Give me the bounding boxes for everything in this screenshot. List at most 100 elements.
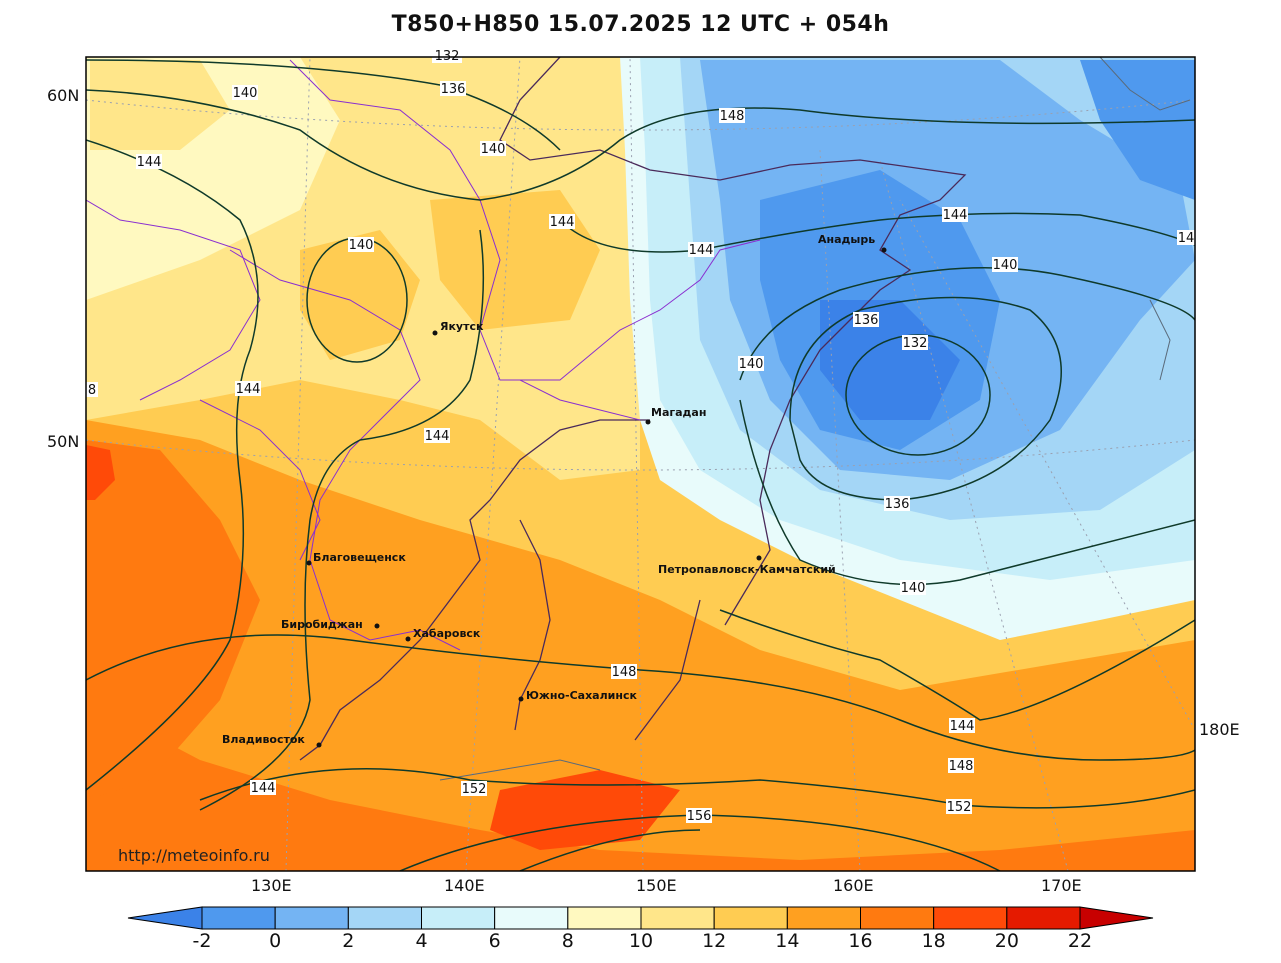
contour-label: 152 (946, 799, 972, 815)
contour-label: 156 (686, 808, 712, 824)
lon-label-180e: 180E (1199, 720, 1240, 739)
colorbar-swatch (1006, 906, 1081, 930)
svg-text:136: 136 (441, 82, 466, 97)
svg-text:Магадан: Магадан (651, 406, 706, 419)
colorbar-swatch (274, 906, 349, 930)
contour-label: 144 (549, 214, 575, 230)
height-contours (86, 59, 1195, 871)
svg-text:136: 136 (854, 313, 879, 328)
contour-label: 8 (86, 382, 98, 398)
svg-text:144: 144 (236, 382, 261, 397)
temperature-field (86, 57, 1195, 871)
colorbar-swatch (640, 906, 715, 930)
svg-text:152: 152 (462, 782, 487, 797)
contour-label: 140 (900, 580, 926, 596)
contour-label: 140 (232, 85, 258, 101)
contour-label: 144 (688, 242, 714, 258)
contour-label: 144 (136, 154, 162, 170)
colorbar-swatch (860, 906, 935, 930)
contour-label: 140 (480, 141, 506, 157)
contour-label: 132 (902, 335, 928, 351)
city-yuzhno: Южно-Сахалинск (518, 689, 637, 702)
lon-label-140e: 140E (444, 876, 485, 895)
contour-label: 14 (1177, 230, 1195, 246)
city-yakutsk: Якутск (432, 320, 484, 336)
city-markers: Якутск Магадан Анадырь Благовещенск Биро… (222, 233, 887, 748)
contour-label: 144 (424, 428, 450, 444)
city-petropavlovsk: Петропавловск-Камчатский (658, 555, 836, 576)
svg-text:144: 144 (550, 215, 575, 230)
svg-text:Анадырь: Анадырь (818, 233, 875, 246)
lat-label-50n: 50N (47, 432, 80, 451)
lat-label-60n: 60N (47, 86, 80, 105)
svg-text:148: 148 (949, 759, 974, 774)
contour-label: 136 (884, 496, 910, 512)
svg-text:148: 148 (612, 665, 637, 680)
map-title: T850+H850 15.07.2025 12 UTC + 054h (391, 12, 890, 37)
contour-label: 140 (738, 356, 764, 372)
svg-text:8: 8 (88, 383, 96, 398)
svg-text:Благовещенск: Благовещенск (313, 551, 406, 564)
colorbar-swatch (347, 906, 423, 930)
map-frame (85, 56, 1196, 872)
svg-text:Южно-Сахалинск: Южно-Сахалинск (526, 689, 637, 702)
svg-text:Якутск: Якутск (440, 320, 484, 333)
svg-text:156: 156 (687, 809, 712, 824)
lon-label-130e: 130E (251, 876, 292, 895)
colorbar-tick-label: 4 (415, 930, 428, 952)
colorbar-swatch (494, 906, 569, 930)
svg-text:140: 140 (993, 258, 1018, 273)
svg-text:Биробиджан: Биробиджан (281, 618, 363, 631)
colorbar-tick-label: 12 (702, 930, 727, 952)
city-khabarovsk: Хабаровск (405, 627, 481, 642)
colorbar-tick-label: 0 (269, 930, 282, 952)
lon-label-150e: 150E (636, 876, 677, 895)
svg-text:Петропавловск-Камчатский: Петропавловск-Камчатский (658, 563, 836, 576)
watermark: http://meteoinfo.ru (118, 846, 270, 865)
svg-text:Хабаровск: Хабаровск (413, 627, 481, 640)
contour-label: 144 (235, 381, 261, 397)
colorbar (127, 906, 1154, 930)
colorbar-arrow-high (1079, 906, 1154, 930)
colorbar-swatch (713, 906, 788, 930)
lon-label-160e: 160E (833, 876, 874, 895)
contour-label: 140 (992, 257, 1018, 273)
svg-text:144: 144 (689, 243, 714, 258)
colorbar-tick-label: 22 (1067, 930, 1093, 952)
city-blagoveshchensk: Благовещенск (306, 551, 406, 566)
svg-text:136: 136 (885, 497, 910, 512)
svg-text:144: 144 (950, 719, 975, 734)
lon-label-170e: 170E (1041, 876, 1082, 895)
svg-text:140: 140 (901, 581, 926, 596)
colorbar-swatch (201, 906, 276, 930)
colorbar-swatch (786, 906, 861, 930)
contour-label: 144 (949, 718, 975, 734)
svg-text:140: 140 (739, 357, 764, 372)
colorbar-tick-label: 16 (848, 930, 873, 952)
contour-label: 140 (348, 237, 374, 253)
colorbar-tick-label: 8 (561, 930, 574, 952)
contour-label: 136 (440, 81, 466, 97)
svg-text:144: 144 (251, 781, 276, 796)
city-vladivostok: Владивосток (222, 733, 322, 748)
colorbar-tick-label: 18 (921, 930, 946, 952)
colorbar-arrow-low (127, 906, 203, 930)
svg-text:14: 14 (1178, 231, 1195, 246)
contour-label: 148 (719, 108, 745, 124)
colorbar-tick-label: 2 (342, 930, 355, 952)
svg-text:152: 152 (947, 800, 972, 815)
svg-text:140: 140 (233, 86, 258, 101)
contour-label: 144 (250, 780, 276, 796)
colorbar-tick-label: 10 (628, 930, 654, 952)
city-anadyr: Анадырь (818, 233, 887, 253)
colorbar-swatch (421, 906, 496, 930)
contour-label: 144 (942, 207, 968, 223)
svg-text:132: 132 (903, 336, 928, 351)
city-magadan: Магадан (645, 406, 706, 425)
svg-text:144: 144 (137, 155, 162, 170)
colorbar-tick-label: -2 (192, 930, 212, 952)
coastlines (86, 57, 1191, 781)
colorbar-swatch (933, 906, 1008, 930)
svg-text:Владивосток: Владивосток (222, 733, 305, 746)
